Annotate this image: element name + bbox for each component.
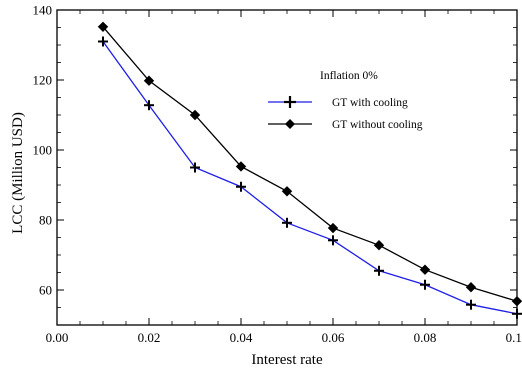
data-point-diamond bbox=[235, 161, 247, 172]
data-point-plus bbox=[328, 235, 338, 246]
data-point-plus bbox=[98, 36, 108, 47]
data-point-diamond bbox=[511, 295, 522, 307]
y-axis-title: LCC (Million USD) bbox=[10, 112, 26, 234]
data-point-plus bbox=[512, 308, 522, 319]
legend-entry-gt-with-cooling: GT with cooling bbox=[268, 96, 408, 109]
legend-label: GT with cooling bbox=[332, 97, 408, 109]
data-point-plus bbox=[466, 299, 476, 310]
data-point-diamond bbox=[465, 281, 477, 293]
series-gt-with-cooling bbox=[98, 36, 522, 319]
legend-title: Inflation 0% bbox=[320, 70, 378, 82]
x-tick-label: 0.00 bbox=[46, 330, 69, 345]
series-line bbox=[102, 41, 518, 315]
data-point-diamond bbox=[97, 21, 109, 33]
legend-diamond bbox=[285, 119, 295, 129]
data-point-plus bbox=[190, 162, 200, 173]
data-point-plus bbox=[420, 279, 430, 290]
x-tick-label: 0.06 bbox=[322, 330, 345, 345]
y-tick-label: 60 bbox=[39, 283, 52, 298]
x-axis-title: Interest rate bbox=[251, 352, 323, 368]
data-point-diamond bbox=[189, 109, 201, 121]
series-line bbox=[102, 26, 518, 302]
data-point-diamond bbox=[281, 186, 293, 197]
x-tick-label: 0.08 bbox=[414, 330, 437, 345]
data-point-diamond bbox=[327, 222, 339, 234]
legend-entry-gt-without-cooling: GT without cooling bbox=[268, 119, 423, 131]
plot-frame bbox=[56, 9, 518, 326]
y-tick-label: 120 bbox=[33, 73, 53, 88]
data-point-plus bbox=[144, 100, 154, 111]
y-tick-label: 80 bbox=[39, 213, 52, 228]
x-tick-label: 0.02 bbox=[138, 330, 161, 345]
data-point-plus bbox=[236, 181, 246, 192]
data-point-diamond bbox=[373, 239, 385, 251]
y-tick-label: 140 bbox=[33, 3, 53, 18]
data-point-diamond bbox=[143, 75, 155, 86]
y-tick-label: 100 bbox=[33, 143, 53, 158]
data-point-plus bbox=[374, 265, 384, 276]
series-gt-without-cooling bbox=[97, 21, 522, 307]
legend-label: GT without cooling bbox=[332, 119, 423, 131]
x-tick-label: 0.10 bbox=[506, 330, 522, 345]
data-point-plus bbox=[282, 217, 292, 228]
x-tick-label: 0.04 bbox=[230, 330, 253, 345]
data-point-diamond bbox=[419, 264, 431, 275]
